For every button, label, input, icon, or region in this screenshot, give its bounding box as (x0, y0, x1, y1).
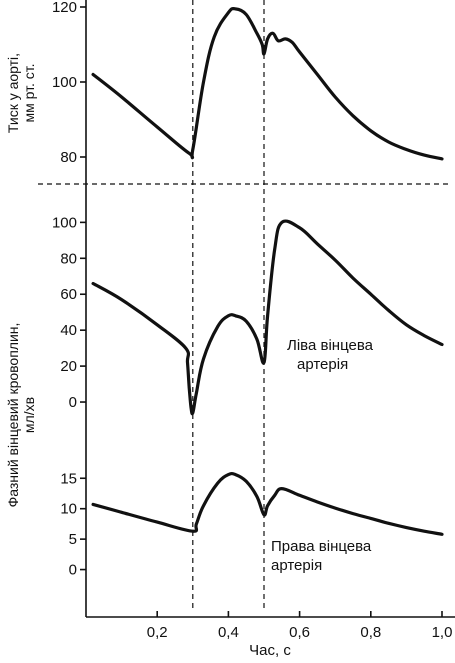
right-coronary-flow-curve (91, 471, 444, 536)
x-tick-label: 0,4 (218, 624, 239, 641)
x-tick-label: 0,2 (147, 624, 168, 641)
pressure-ylabel-line-1: Тиск у аорті, (5, 53, 21, 133)
x-axis-title: Час, с (249, 642, 291, 659)
curves-layer (91, 6, 444, 536)
x-tick-label: 0,6 (289, 624, 310, 641)
y-tick-label: 120 (52, 0, 77, 16)
y-tick-label: 80 (60, 250, 77, 267)
y-tick-label: 40 (60, 322, 77, 339)
flow-ylabel-line-1: Фазний вінцевий кровоплин, (5, 323, 21, 508)
y-tick-label: 0 (69, 394, 77, 411)
valve-marker-lines (192, 0, 265, 612)
tick-layer: 80 100 120 0 20 40 60 80 100 0 5 10 15 0,2 0,4 0,6 0,8 1,… (52, 0, 452, 641)
y-tick-label: 10 (60, 501, 77, 518)
left-coronary-label-line-1: Ліва вінцева (287, 337, 374, 354)
x-tick-label: 0,8 (360, 624, 381, 641)
y-tick-label: 100 (52, 214, 77, 231)
flow-ylabel-line-2: мл/хв (21, 397, 37, 433)
right-coronary-label-line-2: артерія (271, 557, 322, 574)
y-tick-label: 60 (60, 286, 77, 303)
y-tick-label: 20 (60, 358, 77, 375)
left-coronary-flow-curve (91, 219, 444, 416)
y-tick-label: 5 (69, 531, 77, 548)
y-tick-label: 0 (69, 562, 77, 579)
pressure-ylabel-line-2: мм рт. ст. (21, 63, 37, 122)
right-coronary-label-line-1: Права вінцева (271, 538, 372, 555)
aortic-pressure-curve (91, 6, 444, 161)
left-coronary-label-line-2: артерія (297, 356, 348, 373)
y-tick-label: 15 (60, 470, 77, 487)
x-tick-label: 1,0 (432, 624, 453, 641)
y-tick-label: 100 (52, 74, 77, 91)
y-tick-label: 80 (60, 149, 77, 166)
